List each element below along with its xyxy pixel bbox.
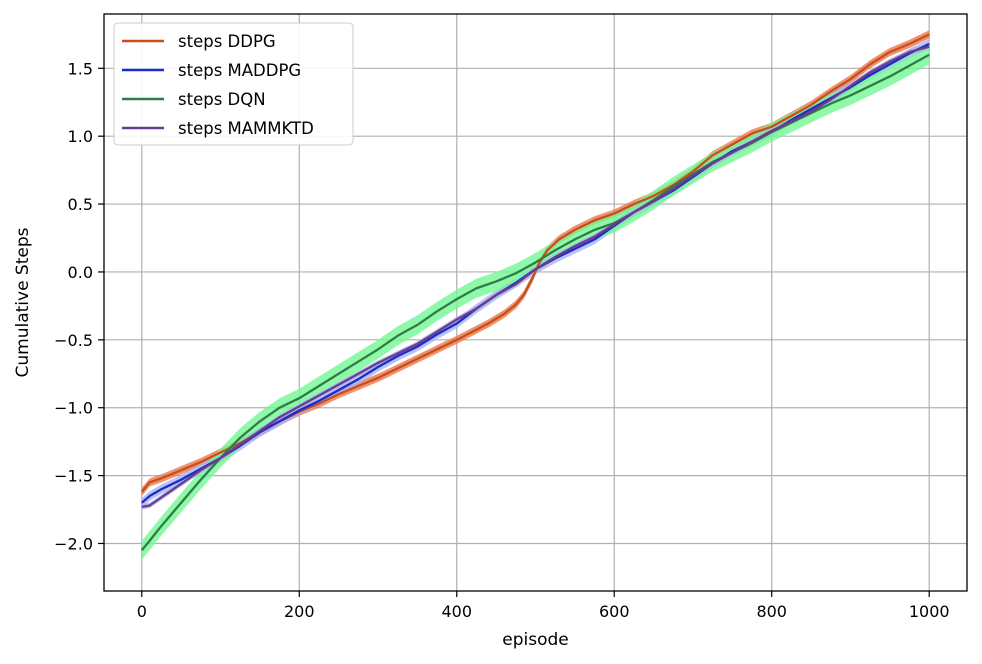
- x-axis-label: episode: [502, 630, 568, 650]
- series-line: [141, 45, 930, 508]
- axis-ticks: 0 200 400 600 800 1000 −2.0 −1.5 −1.0 −0.5 0.0 0.5 1…: [54, 59, 949, 621]
- y-tick-label: −1.0: [54, 399, 93, 418]
- y-tick-label: 1.5: [68, 59, 93, 78]
- grid-lines: [104, 14, 967, 591]
- y-tick-label: −1.5: [54, 467, 93, 486]
- x-tick-label: 1000: [909, 602, 950, 621]
- x-tick-label: 0: [137, 602, 147, 621]
- y-tick-label: 0.5: [68, 195, 93, 214]
- x-tick-label: 600: [599, 602, 630, 621]
- legend-box: [113, 22, 354, 146]
- series-line: [140, 53, 930, 552]
- y-tick-label: 0.0: [68, 263, 93, 282]
- series-lines: [140, 33, 930, 552]
- y-tick-label: −0.5: [54, 331, 93, 350]
- plot-frame: [103, 13, 968, 592]
- y-tick-label: 1.0: [68, 127, 93, 146]
- x-tick-label: 200: [284, 602, 315, 621]
- x-tick-label: 800: [756, 602, 787, 621]
- legend-label: steps DQN: [178, 90, 266, 109]
- legend-label: steps DDPG: [178, 32, 276, 51]
- legend-label: steps MAMMKTD: [178, 119, 314, 138]
- y-tick-label: −2.0: [54, 534, 93, 553]
- legend: steps DDPG steps MADDPG steps DQN steps MAM…: [113, 22, 354, 146]
- legend-label: steps MADDPG: [178, 61, 301, 80]
- y-axis-label: Cumulative Steps: [13, 227, 33, 377]
- x-tick-label: 400: [441, 602, 472, 621]
